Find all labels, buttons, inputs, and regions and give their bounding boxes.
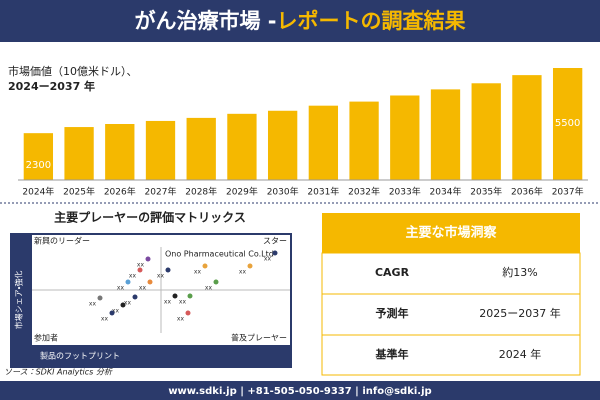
bar [471,83,501,180]
bar [23,133,54,180]
x-tick-label: 2026年 [104,186,136,198]
x-tick-label: 2029年 [226,186,258,198]
matrix-x-axis: 製品のフットプリント [40,351,120,361]
matrix-point-label: xx [137,262,145,269]
matrix-point-label: xx [164,299,172,306]
matrix-dot [185,310,191,316]
matrix-dot [172,293,178,299]
matrix-dot [132,294,138,300]
x-tick-label: 2034年 [430,186,462,198]
matrix-dot [97,295,103,301]
bar [105,124,135,180]
bar [308,105,339,180]
matrix-point-label: xx [194,269,202,276]
matrix-point-label: xx [177,316,185,323]
x-tick-label: 2030年 [267,186,299,198]
matrix-dot [109,310,115,316]
quadrant-label: 普及プレーヤー [231,333,287,343]
table-key: CAGR [375,266,410,279]
matrix-point-label: xx [264,256,272,263]
data-label: 5500 [555,118,580,129]
bar [186,117,216,180]
header-bar [0,0,600,42]
matrix-dot [213,279,219,285]
matrix-point-label: xx [101,316,109,323]
bar [227,113,257,180]
footer-bar [0,381,600,400]
matrix-point-label: xx [89,301,97,308]
matrix-dot [187,293,193,299]
matrix-point-label: xx [129,273,137,280]
chart-title: 2024ー2037 年 [8,79,95,93]
bar [145,120,176,180]
bar [349,101,379,180]
footer: www.sdki.jp | +81-505-050-9337 | info@sd… [168,386,431,397]
x-tick-label: 2035年 [470,186,502,198]
x-tick-label: 2027年 [145,186,177,198]
header-title-main: がん治療市場 - [134,9,276,33]
insights-body [321,252,581,376]
matrix-dot [125,279,131,285]
x-tick-label: 2031年 [307,186,339,198]
quadrant-label: 新興のリーダー [34,236,90,246]
x-tick-label: 2024年 [22,186,54,198]
bar [430,89,461,180]
quadrant-label: スター [263,237,287,246]
matrix-point-label: xx [205,285,213,292]
data-label: 2300 [26,160,51,171]
matrix-point-label: xx [157,273,165,280]
matrix-point-label: xx [139,285,147,292]
matrix-dot [145,256,151,262]
insights-header [322,213,580,253]
x-tick-label: 2025年 [63,186,95,198]
bar [64,127,94,180]
bar [552,68,583,180]
matrix-point-label: xx [112,308,120,315]
quadrant-label: 参加者 [34,333,58,343]
matrix-dot [165,267,171,273]
x-tick-label: 2028年 [185,186,217,198]
chart-title: 市場価値（10億米ドル）、 [8,65,138,78]
insights-title: 主要な市場洞察 [405,225,497,241]
matrix-dot [147,279,153,285]
x-tick-label: 2036年 [511,186,543,198]
matrix-dot [120,302,126,308]
bar [390,95,420,180]
table-value: 2025ー2037 年 [479,306,561,320]
x-tick-label: 2037年 [552,186,584,198]
x-tick-label: 2033年 [389,186,421,198]
bar [267,110,298,180]
matrix-dot [202,263,208,269]
matrix-point-label: xx [124,300,132,307]
matrix-dot [272,250,278,256]
table-value: 約13% [502,265,537,279]
matrix-point-label: xx [239,269,247,276]
table-key: 予測年 [376,306,409,320]
bar [512,75,542,180]
table-value: 2024 年 [499,347,542,361]
header-title-accent: レポートの調査結果 [277,9,466,33]
matrix-dot [247,263,253,269]
x-tick-label: 2032年 [348,186,380,198]
matrix-point-label: xx [117,285,125,292]
table-key: 基準年 [375,347,409,361]
header-title: がん治療市場 -レポートの調査結果 [134,9,465,33]
matrix-dot [137,267,143,273]
matrix-highlight: Ono Pharmaceutical Co.Ltd [165,250,274,259]
matrix-y-axis: 市場シェア・強化 [14,271,24,330]
matrix-point-label: xx [179,299,187,306]
matrix-title: 主要プレーヤーの評価マトリックス [54,210,246,225]
source: ソース：SDKI Analytics 分析 [4,368,113,377]
